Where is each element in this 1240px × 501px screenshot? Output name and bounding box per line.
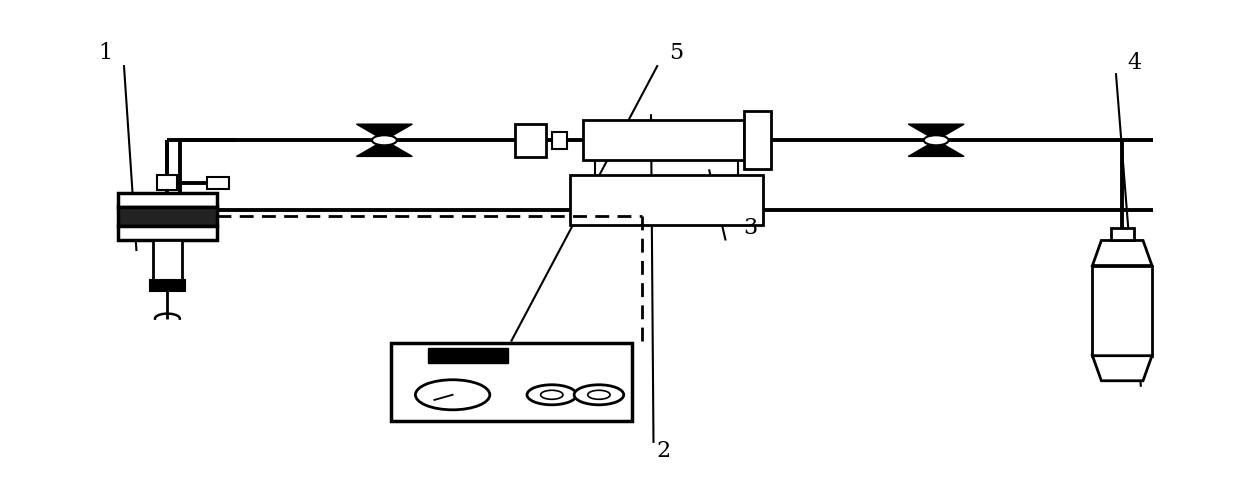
FancyBboxPatch shape: [552, 132, 567, 149]
FancyBboxPatch shape: [153, 240, 182, 280]
Polygon shape: [908, 140, 965, 156]
Text: 3: 3: [743, 217, 758, 239]
Text: 4: 4: [1127, 52, 1142, 74]
FancyBboxPatch shape: [1092, 266, 1152, 356]
Polygon shape: [357, 124, 412, 140]
FancyBboxPatch shape: [118, 226, 217, 240]
FancyBboxPatch shape: [515, 124, 546, 157]
FancyBboxPatch shape: [207, 177, 229, 189]
Circle shape: [541, 390, 563, 399]
Circle shape: [372, 135, 397, 145]
FancyBboxPatch shape: [428, 348, 508, 363]
Circle shape: [588, 390, 610, 399]
FancyBboxPatch shape: [118, 193, 217, 207]
FancyBboxPatch shape: [150, 280, 185, 291]
Polygon shape: [357, 140, 412, 156]
FancyBboxPatch shape: [391, 343, 632, 421]
Text: 2: 2: [656, 440, 671, 462]
FancyBboxPatch shape: [744, 112, 771, 169]
Text: 1: 1: [98, 42, 113, 64]
Polygon shape: [1092, 240, 1152, 266]
Circle shape: [527, 385, 577, 405]
FancyBboxPatch shape: [570, 175, 763, 225]
FancyBboxPatch shape: [583, 120, 744, 160]
Polygon shape: [908, 124, 965, 140]
Circle shape: [574, 385, 624, 405]
FancyBboxPatch shape: [118, 207, 217, 226]
FancyBboxPatch shape: [1111, 228, 1133, 240]
Circle shape: [415, 380, 490, 410]
Polygon shape: [1092, 356, 1152, 381]
Circle shape: [924, 135, 949, 145]
FancyBboxPatch shape: [157, 175, 177, 190]
Text: 5: 5: [668, 42, 683, 64]
